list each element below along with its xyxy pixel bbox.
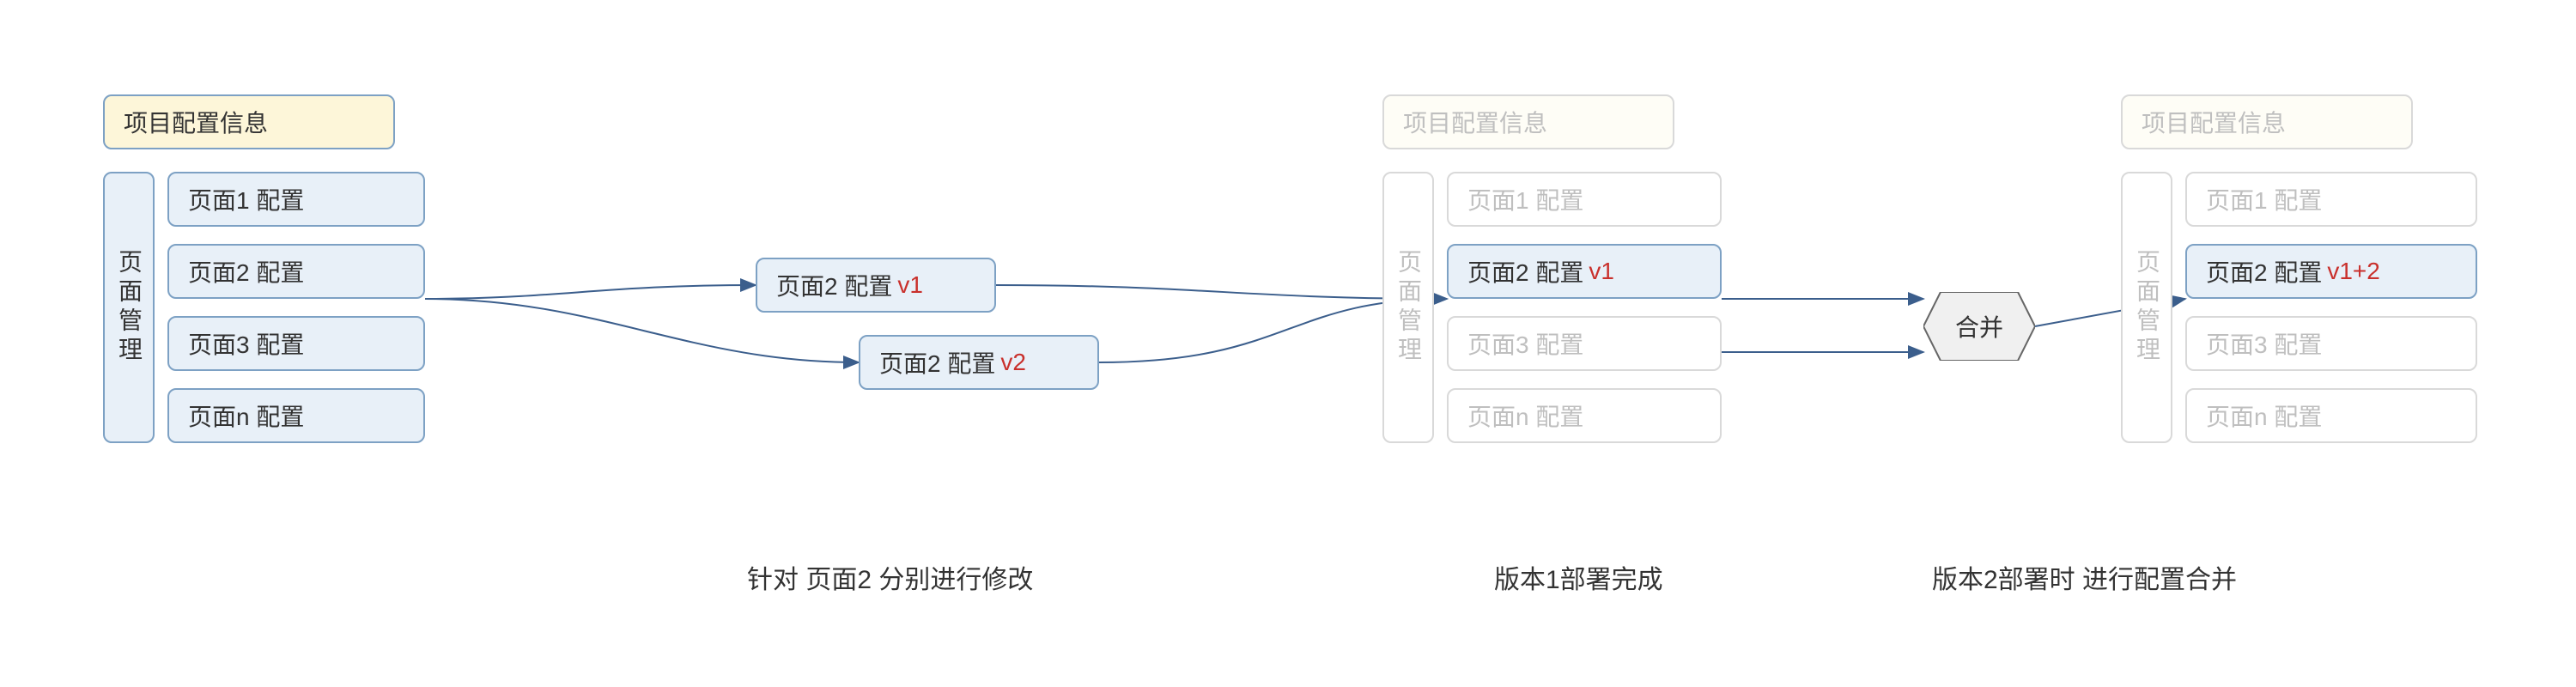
section2-page3: 页面3 配置 (1447, 316, 1722, 371)
section2-page2-version: v1 (1589, 258, 1614, 285)
section1-header: 项目配置信息 (103, 94, 395, 149)
section3-sidebar-label: 页面管理 (2129, 249, 2164, 366)
section3-pagen: 页面n 配置 (2185, 388, 2477, 443)
caption-2: 版本1部署完成 (1494, 558, 1663, 596)
section3-sidebar: 页面管理 (2121, 172, 2172, 443)
section2-page1: 页面1 配置 (1447, 172, 1722, 227)
section1-pagen-label: 页面n 配置 (188, 398, 304, 433)
section1-page3: 页面3 配置 (167, 316, 425, 371)
branch-v2-version: v2 (1000, 349, 1026, 376)
section1-sidebar-label: 页面管理 (112, 249, 146, 366)
caption-3: 版本2部署时 进行配置合并 (1932, 558, 2237, 596)
branch-v2: 页面2 配置 v2 (859, 335, 1099, 390)
section3-page2-version: v1+2 (2327, 258, 2380, 285)
section2-page1-label: 页面1 配置 (1467, 182, 1583, 216)
diagram-stage: 项目配置信息 页面管理 页面1 配置 页面2 配置 页面3 配置 页面n 配置 … (0, 0, 2576, 687)
section3-page2: 页面2 配置 v1+2 (2185, 244, 2477, 299)
branch-v1: 页面2 配置 v1 (756, 258, 996, 313)
section3-page3-label: 页面3 配置 (2206, 326, 2322, 361)
section1-page2: 页面2 配置 (167, 244, 425, 299)
section3-page1-label: 页面1 配置 (2206, 182, 2322, 216)
section3-page1: 页面1 配置 (2185, 172, 2477, 227)
section2-sidebar: 页面管理 (1382, 172, 1434, 443)
section2-header: 项目配置信息 (1382, 94, 1674, 149)
merge-node: 合并 (1923, 292, 2035, 361)
section2-pagen: 页面n 配置 (1447, 388, 1722, 443)
section2-page2-label: 页面2 配置 (1467, 254, 1583, 289)
section2-page3-label: 页面3 配置 (1467, 326, 1583, 361)
branch-v2-label: 页面2 配置 (879, 345, 995, 380)
section3-pagen-label: 页面n 配置 (2206, 398, 2322, 433)
section2-page2: 页面2 配置 v1 (1447, 244, 1722, 299)
section2-pagen-label: 页面n 配置 (1467, 398, 1583, 433)
section1-page2-label: 页面2 配置 (188, 254, 304, 289)
branch-v1-version: v1 (897, 271, 923, 299)
section1-header-label: 项目配置信息 (124, 105, 268, 139)
section2-sidebar-label: 页面管理 (1391, 249, 1425, 366)
caption-1: 针对 页面2 分别进行修改 (747, 558, 1033, 596)
branch-v1-label: 页面2 配置 (776, 268, 892, 302)
section1-page1-label: 页面1 配置 (188, 182, 304, 216)
section1-page3-label: 页面3 配置 (188, 326, 304, 361)
section1-sidebar: 页面管理 (103, 172, 155, 443)
section2-header-label: 项目配置信息 (1403, 105, 1547, 139)
section3-page2-label: 页面2 配置 (2206, 254, 2322, 289)
section3-header-label: 项目配置信息 (2142, 105, 2286, 139)
section3-header: 项目配置信息 (2121, 94, 2413, 149)
section1-page1: 页面1 配置 (167, 172, 425, 227)
merge-label: 合并 (1955, 309, 2003, 344)
section3-page3: 页面3 配置 (2185, 316, 2477, 371)
section1-pagen: 页面n 配置 (167, 388, 425, 443)
